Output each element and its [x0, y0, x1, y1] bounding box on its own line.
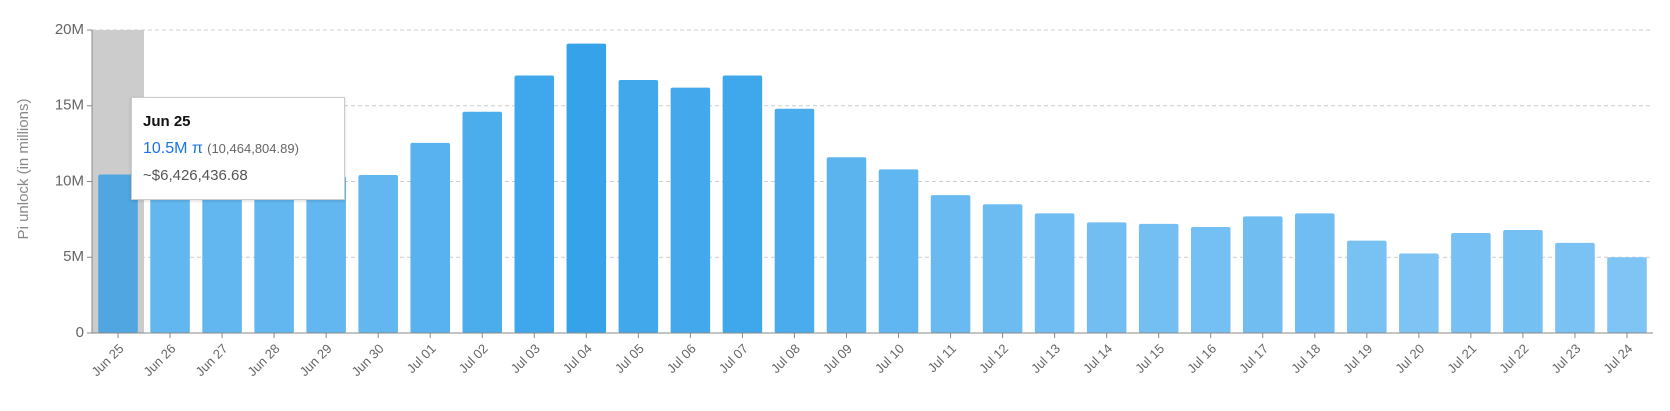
x-tick-label: Jul 23 — [1548, 341, 1583, 376]
bar — [774, 108, 815, 333]
y-axis-label: Pi unlock (in millions) — [15, 99, 32, 240]
bar — [1190, 226, 1231, 333]
x-tick-label: Jul 10 — [872, 341, 907, 376]
x-tick-label: Jun 29 — [296, 341, 334, 379]
x-tick-label: Jul 03 — [508, 341, 543, 376]
x-tick-label: Jul 01 — [404, 341, 439, 376]
y-tick-label: 5M — [63, 248, 84, 265]
bar — [254, 176, 294, 333]
x-tick-label: Jul 18 — [1288, 341, 1323, 376]
x-tick-label: Jul 02 — [456, 341, 491, 376]
x-tick-label: Jul 14 — [1080, 341, 1115, 376]
x-tick-label: Jul 04 — [560, 341, 595, 376]
x-tick-label: Jul 13 — [1028, 341, 1063, 376]
bar — [826, 157, 867, 333]
tooltip-raw: (10,464,804.89) — [207, 141, 299, 156]
x-tick-label: Jun 28 — [244, 341, 282, 379]
x-tick-label: Jun 27 — [192, 341, 230, 379]
bar — [1399, 253, 1439, 333]
bar — [722, 75, 763, 333]
bar — [514, 75, 555, 333]
bar — [150, 175, 190, 333]
bar — [1034, 213, 1075, 333]
tooltip-usd: ~$6,426,436.68 — [143, 167, 248, 184]
bar — [410, 142, 450, 333]
x-tick-label: Jul 20 — [1392, 341, 1427, 376]
x-tick-label: Jul 05 — [612, 341, 647, 376]
bar — [566, 43, 607, 333]
bar — [1607, 257, 1647, 333]
x-tick-label: Jul 12 — [976, 341, 1011, 376]
bar — [358, 174, 398, 333]
bar — [1242, 216, 1283, 333]
bar — [930, 195, 971, 333]
x-tick-label: Jul 16 — [1184, 341, 1219, 376]
x-tick-label: Jul 07 — [716, 341, 751, 376]
x-tick-label: Jul 08 — [768, 341, 803, 376]
bar — [1138, 223, 1179, 333]
bar — [462, 111, 503, 333]
x-tick-label: Jun 30 — [349, 341, 387, 379]
bar — [1555, 242, 1595, 333]
x-tick-label: Jul 17 — [1236, 341, 1271, 376]
bar — [670, 87, 711, 333]
x-tick-label: Jul 11 — [925, 341, 959, 375]
x-tick-label: Jul 19 — [1340, 341, 1375, 376]
x-tick-label: Jul 09 — [820, 341, 855, 376]
tooltip-date: Jun 25 — [143, 113, 191, 130]
x-tick-label: Jul 06 — [664, 341, 699, 376]
x-tick-label: Jul 24 — [1600, 341, 1635, 376]
tooltip-pi: 10.5M π — [143, 140, 203, 157]
x-tick-label: Jun 26 — [140, 341, 178, 379]
x-tick-label: Jul 21 — [1444, 341, 1479, 376]
tooltip: Jun 25 10.5M π (10,464,804.89) ~$6,426,4… — [131, 97, 345, 200]
bar — [982, 204, 1023, 333]
x-tick-label: Jul 22 — [1496, 341, 1531, 376]
bar — [306, 176, 346, 333]
y-tick-label: 20M — [55, 21, 84, 38]
x-tick-label: Jul 15 — [1132, 341, 1167, 376]
bar — [878, 169, 919, 333]
y-tick-label: 0 — [76, 324, 84, 341]
y-tick-label: 15M — [55, 97, 84, 114]
bar — [1295, 213, 1335, 333]
bar — [1347, 240, 1387, 333]
bar — [1451, 233, 1491, 333]
y-tick-label: 10M — [55, 172, 84, 189]
x-tick-label: Jun 25 — [88, 341, 126, 379]
bar — [1503, 229, 1543, 333]
bar — [1086, 222, 1127, 333]
bar — [98, 174, 138, 333]
bar — [202, 178, 242, 333]
bar — [618, 79, 659, 334]
